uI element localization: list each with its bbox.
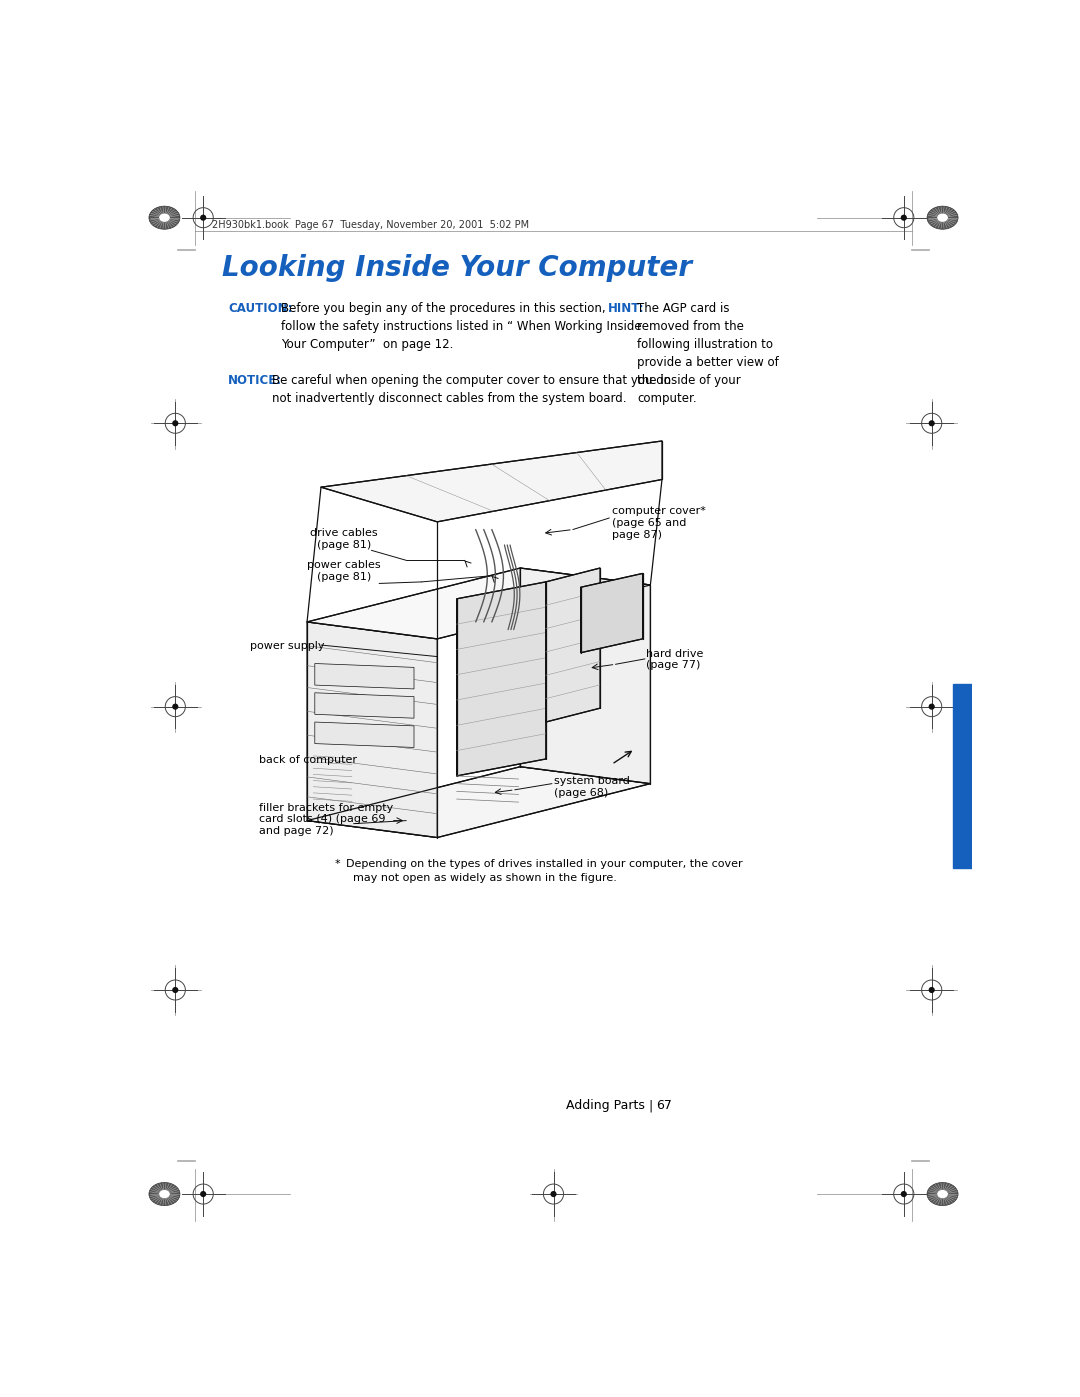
Polygon shape xyxy=(545,569,600,722)
Text: Adding Parts: Adding Parts xyxy=(566,1099,645,1112)
Text: CAUTION:: CAUTION: xyxy=(228,302,293,316)
Ellipse shape xyxy=(149,207,180,229)
Ellipse shape xyxy=(159,1190,170,1199)
Polygon shape xyxy=(581,573,643,652)
Circle shape xyxy=(172,704,178,710)
Text: The AGP card is
removed from the
following illustration to
provide a better view: The AGP card is removed from the followi… xyxy=(637,302,779,405)
Text: NOTICE:: NOTICE: xyxy=(228,374,282,387)
Text: |: | xyxy=(648,1099,652,1112)
Polygon shape xyxy=(307,622,437,838)
Bar xyxy=(953,683,974,869)
Text: hard drive
(page 77): hard drive (page 77) xyxy=(647,648,704,671)
Polygon shape xyxy=(321,441,662,522)
Circle shape xyxy=(200,215,206,221)
Circle shape xyxy=(929,420,935,426)
Polygon shape xyxy=(314,722,414,747)
Text: back of computer: back of computer xyxy=(259,756,357,766)
Polygon shape xyxy=(521,569,650,784)
Text: power cables
(page 81): power cables (page 81) xyxy=(308,560,381,583)
Polygon shape xyxy=(314,693,414,718)
Ellipse shape xyxy=(927,1182,958,1206)
Circle shape xyxy=(172,420,178,426)
Polygon shape xyxy=(314,664,414,689)
Text: computer cover*
(page 65 and
page 87): computer cover* (page 65 and page 87) xyxy=(611,507,705,539)
Text: 67: 67 xyxy=(656,1099,672,1112)
Circle shape xyxy=(551,1192,556,1197)
Text: 2H930bk1.book  Page 67  Tuesday, November 20, 2001  5:02 PM: 2H930bk1.book Page 67 Tuesday, November … xyxy=(213,221,529,231)
Circle shape xyxy=(200,1192,206,1197)
Text: HINT:: HINT: xyxy=(608,302,645,316)
Text: *: * xyxy=(335,859,340,869)
Text: Depending on the types of drives installed in your computer, the cover
  may not: Depending on the types of drives install… xyxy=(346,859,742,883)
Text: system board
(page 68): system board (page 68) xyxy=(554,775,630,798)
Text: power supply: power supply xyxy=(249,641,324,651)
Polygon shape xyxy=(307,569,650,638)
Text: Looking Inside Your Computer: Looking Inside Your Computer xyxy=(221,254,692,282)
Circle shape xyxy=(901,215,907,221)
Ellipse shape xyxy=(937,1190,948,1199)
Circle shape xyxy=(901,1192,907,1197)
Polygon shape xyxy=(307,767,650,838)
Ellipse shape xyxy=(159,214,170,222)
Text: Be careful when opening the computer cover to ensure that you do
not inadvertent: Be careful when opening the computer cov… xyxy=(272,374,671,405)
Text: drive cables
(page 81): drive cables (page 81) xyxy=(310,528,378,549)
Ellipse shape xyxy=(927,207,958,229)
Polygon shape xyxy=(457,583,545,775)
Text: filler brackets for empty
card slots (4) (page 69
and page 72): filler brackets for empty card slots (4)… xyxy=(259,803,393,835)
Circle shape xyxy=(172,986,178,993)
Circle shape xyxy=(325,759,329,763)
Circle shape xyxy=(929,704,935,710)
Text: Before you begin any of the procedures in this section,
follow the safety instru: Before you begin any of the procedures i… xyxy=(281,302,642,352)
Circle shape xyxy=(929,986,935,993)
Ellipse shape xyxy=(149,1182,180,1206)
Ellipse shape xyxy=(937,214,948,222)
